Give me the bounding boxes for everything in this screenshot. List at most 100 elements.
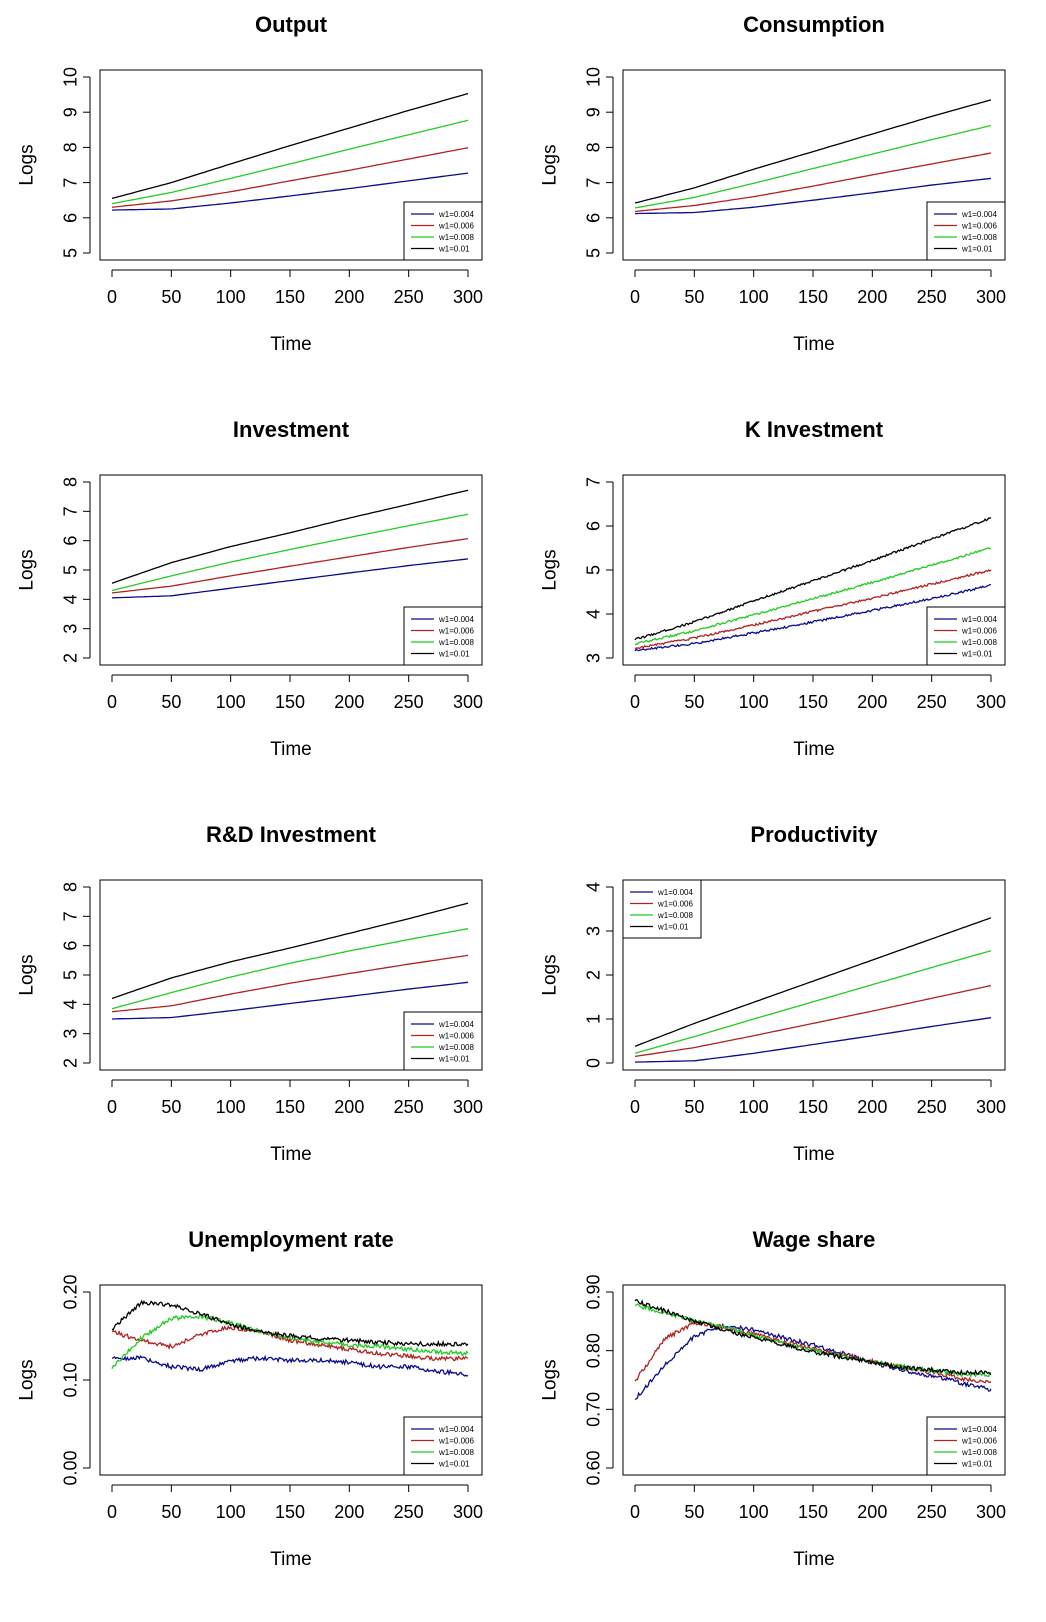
legend-entry: w1=0.006 [438, 221, 474, 230]
x-tick-label: 200 [334, 287, 364, 307]
legend-entry: w1=0.008 [438, 638, 474, 647]
legend: w1=0.004 w1=0.006 w1=0.008 w1=0.01 [926, 606, 1006, 666]
plot-frame [622, 474, 1006, 666]
x-axis-label: Time [793, 1144, 835, 1165]
chart-consumption: Consumption 0 50 100 150 200 250 300 Time 5 6 7 8 9 10… [523, 0, 1046, 405]
y-tick-label: 6 [60, 213, 80, 223]
x-tick-label: 250 [394, 1097, 424, 1117]
y-tick-label: 2 [60, 653, 80, 663]
y-tick-label: 0.80 [583, 1333, 603, 1368]
x-tick-label: 250 [917, 692, 947, 712]
x-tick-label: 50 [161, 692, 181, 712]
x-tick-label: 300 [976, 692, 1006, 712]
x-tick-label: 200 [334, 1097, 364, 1117]
x-axis-label: Time [270, 1144, 312, 1165]
series-line-w1-0-008 [111, 119, 469, 205]
x-tick-label: 100 [216, 287, 246, 307]
legend-entry: w1=0.004 [657, 888, 693, 897]
x-tick-label: 300 [453, 287, 483, 307]
y-tick-label: 3 [583, 653, 603, 663]
legend-entry: w1=0.01 [438, 1459, 470, 1468]
y-tick-label: 10 [583, 67, 603, 87]
legend-entry: w1=0.006 [438, 626, 474, 635]
series-line-w1-0-01 [111, 489, 469, 584]
legend-entry: w1=0.006 [961, 626, 997, 635]
series-line-w1-0-006 [634, 152, 992, 213]
legend-entry: w1=0.004 [438, 1020, 474, 1029]
x-tick-label: 300 [976, 287, 1006, 307]
legend-entry: w1=0.006 [438, 1031, 474, 1040]
x-tick-label: 0 [107, 692, 117, 712]
x-tick-label: 100 [216, 692, 246, 712]
series-line-w1-0-004 [634, 583, 992, 652]
x-tick-label: 150 [798, 1502, 828, 1522]
y-tick-label: 2 [60, 1058, 80, 1068]
legend: w1=0.004 w1=0.006 w1=0.008 w1=0.01 [926, 201, 1006, 261]
series-line-w1-0-004 [634, 1017, 992, 1063]
series-line-w1-0-004 [634, 1323, 992, 1400]
y-tick-label: 0.00 [60, 1450, 80, 1485]
y-tick-label: 7 [583, 178, 603, 188]
y-axis-label: Logs [17, 1359, 38, 1400]
legend: w1=0.004 w1=0.006 w1=0.008 w1=0.01 [403, 606, 483, 666]
y-tick-label: 9 [583, 107, 603, 117]
x-tick-label: 150 [275, 1097, 305, 1117]
legend-box [403, 606, 483, 666]
y-tick-label: 0.70 [583, 1392, 603, 1427]
x-tick-label: 100 [739, 692, 769, 712]
y-tick-label: 6 [583, 213, 603, 223]
y-tick-label: 6 [60, 536, 80, 546]
legend-entry: w1=0.004 [438, 1425, 474, 1434]
y-tick-label: 7 [60, 506, 80, 516]
y-tick-label: 5 [583, 248, 603, 258]
series-line-w1-0-01 [111, 92, 469, 200]
series-line-w1-0-01 [111, 1299, 469, 1348]
y-tick-label: 7 [60, 911, 80, 921]
chart-svg: Productivity 0 50 100 150 200 250 300 Time 0 1 2 3 4 L… [540, 822, 1006, 1165]
legend-entry: w1=0.008 [961, 233, 997, 242]
legend-entry: w1=0.008 [438, 1043, 474, 1052]
legend-entry: w1=0.004 [438, 615, 474, 624]
x-axis-label: Time [270, 334, 312, 355]
legend-entry: w1=0.006 [438, 1436, 474, 1445]
legend-box [403, 201, 483, 261]
chart-title: R&D Investment [206, 822, 377, 847]
legend-entry: w1=0.008 [438, 1448, 474, 1457]
chart-title: Investment [233, 417, 350, 442]
series-line-w1-0-004 [634, 177, 992, 215]
series-line-w1-0-008 [634, 950, 992, 1054]
legend: w1=0.004 w1=0.006 w1=0.008 w1=0.01 [403, 201, 483, 261]
x-tick-label: 250 [394, 1502, 424, 1522]
x-tick-label: 0 [107, 1097, 117, 1117]
legend-entry: w1=0.008 [657, 911, 693, 920]
x-axis-label: Time [793, 334, 835, 355]
chart-title: Productivity [750, 822, 878, 847]
series-line-w1-0-01 [634, 917, 992, 1047]
y-tick-label: 10 [60, 67, 80, 87]
series-line-w1-0-004 [111, 172, 469, 211]
legend-box [403, 1416, 483, 1476]
legend: w1=0.004 w1=0.006 w1=0.008 w1=0.01 [403, 1011, 483, 1071]
y-tick-label: 7 [60, 178, 80, 188]
x-axis-label: Time [270, 739, 312, 760]
x-tick-label: 0 [630, 287, 640, 307]
x-axis-label: Time [793, 1549, 835, 1570]
chart-svg: R&D Investment 0 50 100 150 200 250 300 Time 2 3 4 5… [17, 822, 483, 1165]
plot-frame [99, 1284, 483, 1476]
legend-entry: w1=0.004 [438, 210, 474, 219]
legend-box [622, 879, 702, 939]
legend-box [926, 1416, 1006, 1476]
y-tick-label: 6 [60, 941, 80, 951]
legend-entry: w1=0.006 [961, 1436, 997, 1445]
x-tick-label: 150 [275, 287, 305, 307]
chart-investment: Investment 0 50 100 150 200 250 300 Time 2 3 4 5 6 7 8 L… [0, 405, 523, 810]
series-line-w1-0-008 [634, 124, 992, 209]
x-tick-label: 250 [917, 1097, 947, 1117]
legend-entry: w1=0.008 [961, 1448, 997, 1457]
legend: w1=0.004 w1=0.006 w1=0.008 w1=0.01 [926, 1416, 1006, 1476]
x-tick-label: 300 [976, 1097, 1006, 1117]
x-axis-label: Time [793, 739, 835, 760]
x-tick-label: 200 [334, 692, 364, 712]
x-tick-label: 0 [630, 1097, 640, 1117]
legend-entry: w1=0.01 [438, 649, 470, 658]
